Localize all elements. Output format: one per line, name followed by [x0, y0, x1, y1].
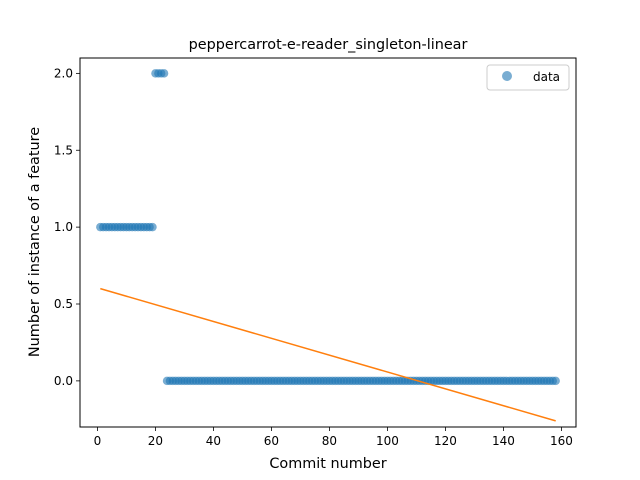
x-tick-label: 120 — [434, 434, 457, 448]
y-tick-label: 0.5 — [54, 297, 73, 311]
y-axis-label: Number of instance of a feature — [27, 127, 43, 357]
y-axis: 0.0 0.5 1.0 1.5 2.0 — [54, 66, 80, 388]
y-tick-label: 1.5 — [54, 143, 73, 157]
fit-line — [100, 287, 556, 422]
y-tick-label: 2.0 — [54, 66, 73, 80]
y-tick-label: 0.0 — [54, 374, 73, 388]
data-point — [148, 222, 157, 232]
x-tick-label: 0 — [94, 434, 102, 448]
legend-label: data — [533, 70, 560, 84]
axes-frame — [79, 57, 577, 428]
x-tick-label: 20 — [148, 434, 163, 448]
y-tick-label: 1.0 — [54, 220, 73, 234]
plot-area — [96, 69, 560, 422]
x-tick-label: 100 — [376, 434, 399, 448]
data-point — [551, 376, 560, 386]
x-tick-label: 160 — [550, 434, 573, 448]
x-tick-label: 40 — [206, 434, 221, 448]
x-tick-label: 60 — [264, 434, 279, 448]
chart-title: peppercarrot-e-reader_singleton-linear — [189, 37, 468, 53]
x-axis: 0 20 40 60 80 100 120 140 160 — [94, 427, 573, 448]
x-tick-label: 140 — [492, 434, 515, 448]
legend: data — [486, 64, 570, 91]
legend-marker — [502, 71, 512, 81]
x-axis-label: Commit number — [269, 456, 386, 472]
x-tick-label: 80 — [322, 434, 337, 448]
data-point — [159, 69, 169, 78]
